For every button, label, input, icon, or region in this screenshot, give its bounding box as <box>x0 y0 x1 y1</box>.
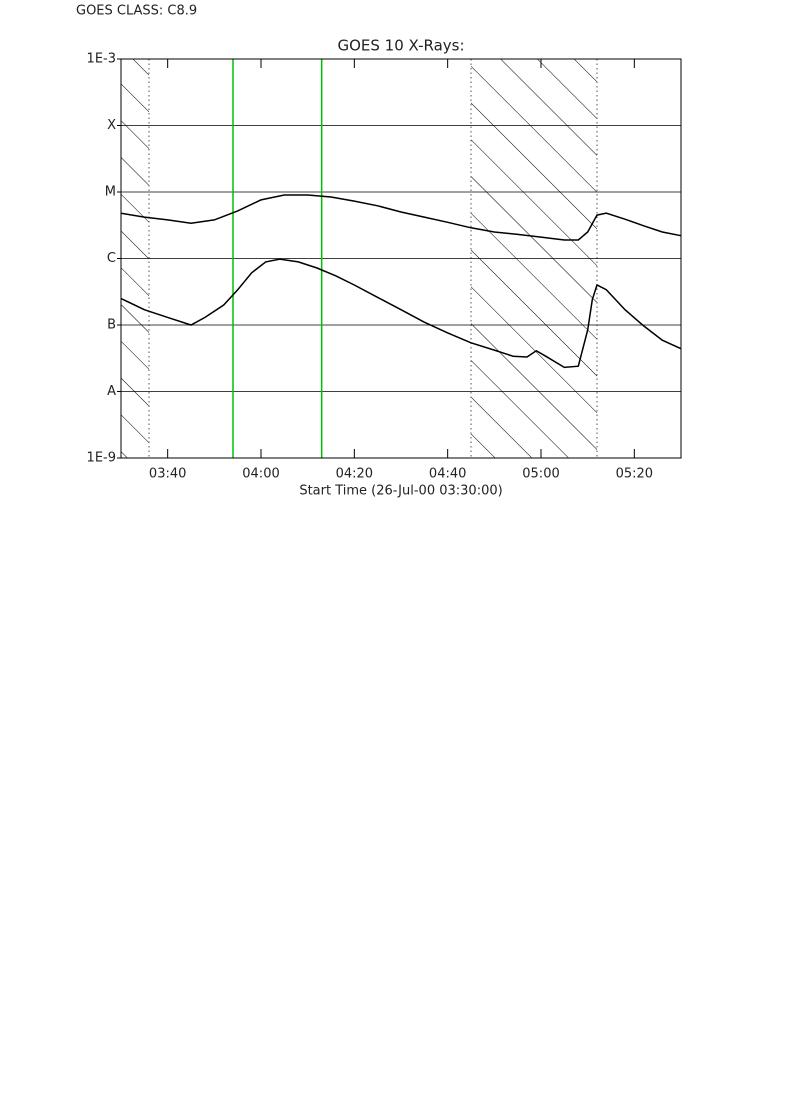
series-line <box>120 194 682 241</box>
y-tick-label: B <box>107 318 116 333</box>
x-tick-label: 03:40 <box>149 467 186 482</box>
y-tick-label: M <box>105 185 116 200</box>
goes-class: GOES CLASS: C8.9 <box>76 4 197 19</box>
y-tick-label: X <box>107 118 116 133</box>
y-tick-label: C <box>107 251 116 266</box>
series-line <box>120 258 682 369</box>
y-tick-label: 1E-9 <box>87 451 116 466</box>
x-tick-label: 05:00 <box>522 467 559 482</box>
y-tick-label: A <box>107 384 116 399</box>
x-axis-label: Start Time (26-Jul-00 03:30:00) <box>299 484 502 499</box>
x-tick-label: 04:20 <box>336 467 373 482</box>
x-tick-label: 04:40 <box>429 467 466 482</box>
plot-frame <box>120 58 682 459</box>
x-tick-label: 04:00 <box>242 467 279 482</box>
y-tick-label: 1E-3 <box>87 52 116 67</box>
chart-title: GOES 10 X-Rays: <box>337 37 464 55</box>
x-tick-label: 05:20 <box>616 467 653 482</box>
plot-area: 1E-9 A B C M X 1E-3 03:40 04:00 04:20 04:40 05:00 05… <box>87 52 682 482</box>
